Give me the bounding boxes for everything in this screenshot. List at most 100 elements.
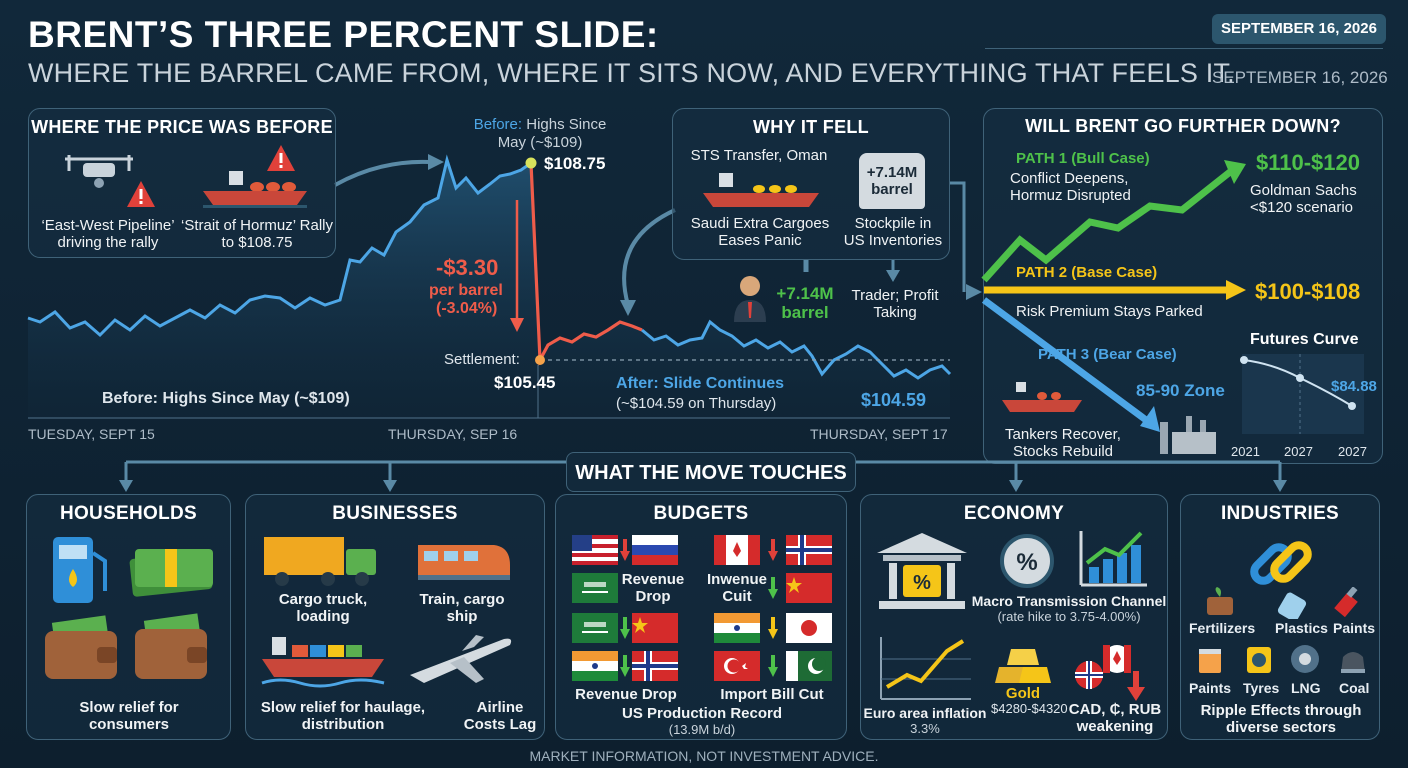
fertilizer-icon (1207, 587, 1233, 615)
fx-label: CAD, ₵, RUB weakening (1068, 701, 1162, 735)
coal-icon (1341, 652, 1365, 673)
airline-caption: Airline Costs Lag (463, 699, 537, 733)
hormuz-caption: ‘Strait of Hormuz’ Rally to $108.75 (181, 217, 333, 251)
path1-range: $110-$120 (1256, 150, 1360, 175)
trader-caption: Trader; Profit Taking (851, 287, 939, 321)
before-panel: WHERE THE PRICE WAS BEFORE ‘East-West Pi… (28, 108, 336, 258)
svg-text:%: % (1016, 549, 1037, 576)
gold-label: Gold (1005, 685, 1041, 702)
bank-icon: % (877, 533, 967, 609)
page-subtitle: WHERE THE BARREL CAME FROM, WHERE IT SIT… (28, 58, 1235, 88)
industry-coal: Coal (1339, 680, 1370, 696)
flag-us-icon (572, 535, 618, 565)
price-chart (27, 154, 982, 419)
businesses-title: BUSINESSES (332, 503, 458, 524)
bull-path-arrow (981, 169, 1233, 283)
date-badge: SEPTEMBER 16, 2026 (1212, 14, 1386, 44)
industries-title: INDUSTRIES (1220, 503, 1340, 524)
wallet-icon (45, 615, 117, 679)
down-arrow-icon (620, 655, 630, 677)
industries-panel: INDUSTRIES Fertilizers Plastics Paints P… (1180, 494, 1380, 740)
drop-amount: -$3.30 (436, 255, 499, 280)
why-arrow-head (620, 300, 636, 316)
futures-year-3: 2027 (1338, 444, 1367, 459)
path-arrows (981, 160, 1246, 432)
down-arrow-icon (768, 655, 778, 677)
connector-arrow-head (966, 284, 982, 300)
date-text: SEPTEMBER 16, 2026 (1212, 68, 1388, 87)
bear-tanker-icon (1002, 382, 1082, 412)
lng-tyre-icon (1291, 645, 1319, 673)
tanker-ship-icon (203, 171, 307, 208)
after-subtitle: (~$104.59 on Thursday) (616, 395, 777, 412)
settlement-label: Settlement: (444, 351, 520, 368)
train-icon (418, 545, 510, 580)
forecast-title: WILL BRENT GO FURTHER DOWN? (1025, 116, 1341, 136)
wallet-icon-2 (135, 613, 207, 679)
industry-paints: Paints (1333, 620, 1376, 636)
before-arrow-head (428, 154, 444, 170)
growth-chart-icon (1079, 531, 1147, 587)
down-arrow-icon (620, 617, 630, 639)
path3-desc: Tankers Recover, Stocks Rebuild (1005, 426, 1121, 460)
macro-sub: (rate hike to 3.75-4.00%) (997, 609, 1141, 624)
flag-china-icon-2 (632, 613, 678, 643)
flag-norway-icon (786, 535, 832, 565)
price-line-after (641, 319, 952, 380)
cash-icon (129, 549, 213, 597)
euro-label: Euro area inflation (863, 705, 987, 721)
x-axis-label-2: THURSDAY, SEP 16 (388, 426, 518, 442)
touches-title: WHAT THE MOVE TOUCHES (566, 452, 856, 492)
households-panel: HOUSEHOLDS Slow relief for consumers (26, 494, 231, 740)
industry-lng: LNG (1291, 680, 1321, 696)
down-arrow-icon (768, 617, 778, 639)
chain-link-icon (1250, 541, 1312, 585)
plastics-icon (1277, 592, 1307, 619)
industry-paints-2: Paints (1189, 680, 1232, 696)
us-record-sub: (13.9M b/d) (668, 722, 736, 737)
after-title: After: Slide Continues (616, 375, 785, 392)
tank-value: +7.14M barrel (866, 164, 918, 198)
inflation-chart-icon (880, 637, 971, 700)
barrel-tank-icon: +7.14M barrel (859, 153, 925, 209)
flag-turkey-icon (714, 651, 760, 681)
industries-caption: Ripple Effects through diverse sectors (1200, 702, 1362, 736)
price-line-before (27, 154, 532, 338)
refinery-icon (1160, 416, 1216, 454)
tank-arrow-head (886, 270, 900, 282)
trader-value: +7.14M barrel (776, 284, 834, 322)
price-line-drop (529, 162, 643, 366)
futures-point-2 (1296, 374, 1304, 382)
path1-desc: Conflict Deepens, Hormuz Disrupted (1010, 170, 1131, 204)
economy-title: ECONOMY (963, 503, 1065, 524)
why-to-chart-arrow (622, 208, 676, 306)
before-to-chart-arrow (334, 159, 431, 187)
futures-year-2: 2027 (1284, 444, 1313, 459)
flag-india-icon (714, 613, 760, 643)
macro-label: Macro Transmission Channel (971, 593, 1167, 609)
budgets-panel: BUDGETS Revenue Drop Inwenue Cuit Revenu… (555, 494, 847, 740)
industry-fertilizers: Fertilizers (1189, 620, 1256, 636)
ship-caption: Slow relief for haulage, distribution (260, 699, 426, 733)
futures-point-3 (1348, 402, 1356, 410)
path1-note: Goldman Sachs <$120 scenario (1250, 182, 1357, 216)
industry-tyres: Tyres (1243, 680, 1280, 696)
pipeline-caption: ‘East-West Pipeline’ driving the rally (41, 217, 175, 251)
peak-value: $108.75 (544, 154, 606, 173)
us-record-label: US Production Record (621, 705, 782, 722)
flag-china-icon (786, 573, 832, 603)
before-top-label: Before: Highs Since May (~$109) (473, 116, 607, 151)
revenue-drop-label: Revenue Drop (621, 571, 685, 605)
down-arrow-icon (768, 577, 778, 599)
flag-saudi-icon (572, 573, 618, 603)
flag-india-icon-2 (572, 651, 618, 681)
bear-path-arrow (981, 297, 1149, 423)
disclaimer: MARKET INFORMATION, NOT INVESTMENT ADVIC… (529, 748, 879, 764)
x-axis-label-3: THURSDAY, SEPT 17 (810, 426, 948, 442)
futures-year-1: 2021 (1231, 444, 1260, 459)
price-area (28, 160, 950, 418)
households-title: HOUSEHOLDS (59, 503, 198, 524)
why-fell-panel: WHY IT FELL STS Transfer, Oman Saudi Ext… (672, 108, 950, 260)
path2-range: $100-$108 (1255, 279, 1361, 304)
